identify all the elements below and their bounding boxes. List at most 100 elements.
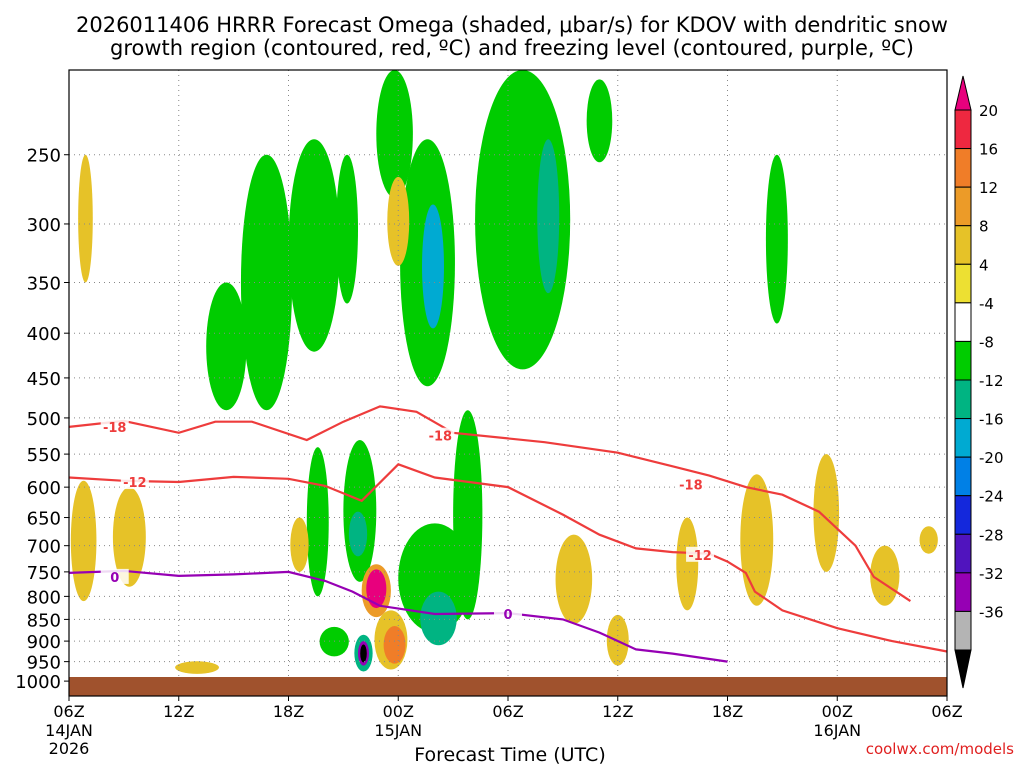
colorbar-label-1: 16 — [979, 141, 998, 159]
colorbar-swatch-7 — [954, 340, 972, 381]
y-tick-label-8: 650 — [27, 509, 61, 530]
colorbar-label-6: -8 — [979, 333, 994, 351]
omega-cell-10 — [765, 154, 788, 324]
x-tick-label-3: 00Z — [383, 702, 414, 721]
x-tick-sublabel-3-0: 15JAN — [374, 721, 422, 740]
omega-cell-24 — [383, 626, 406, 664]
contour-label-3: -12 — [123, 476, 147, 491]
x-tick-label-1: 12Z — [163, 702, 194, 721]
colorbar-swatch-3 — [954, 186, 972, 227]
colorbar-label-8: -16 — [979, 411, 1004, 429]
colorbar-label-2: 12 — [979, 179, 998, 197]
contour-label-1: -18 — [429, 430, 453, 445]
omega-cell-15 — [319, 626, 349, 657]
omega-cell-0 — [240, 154, 293, 411]
x-tick-label-8: 06Z — [931, 702, 962, 721]
omega-cell-8 — [537, 139, 560, 294]
omega-cell-20 — [360, 644, 367, 663]
colorbar: 20 16 12 8 4 -4 -8 -12 -16 -20 -24 -28 -32 -36 — [954, 75, 1004, 689]
omega-cell-36 — [919, 526, 938, 554]
contour--12-1 — [68, 463, 948, 653]
x-tick-sublabel-0-0: 14JAN — [45, 721, 93, 740]
contour-label-bg-0 — [100, 418, 129, 434]
y-axis: 2503003504004505005506006507007508008509… — [15, 146, 69, 693]
omega-cell-29 — [290, 517, 309, 572]
x-tick-label-0: 06Z — [53, 702, 84, 721]
temperature-contours: -18 -18 -18 -12 -12 0 0 — [68, 405, 948, 663]
colorbar-swatch-12 — [954, 533, 972, 574]
y-tick-label-11: 800 — [27, 587, 61, 608]
omega-cell-30 — [555, 534, 593, 624]
omega-cell-4 — [336, 154, 359, 304]
omega-cell-13 — [348, 511, 368, 557]
colorbar-label-7: -12 — [979, 372, 1004, 390]
colorbar-label-13: -36 — [979, 603, 1004, 621]
contour-label-bg-2 — [676, 476, 705, 492]
colorbar-swatch-4 — [954, 225, 972, 265]
omega-cell-17 — [420, 591, 457, 646]
colorbar-bottom-arrow — [954, 649, 972, 689]
colorbar-swatch-6 — [954, 302, 972, 342]
colorbar-swatch-8 — [954, 379, 972, 420]
y-tick-label-7: 600 — [27, 478, 61, 499]
omega-cell-1 — [206, 282, 247, 411]
y-tick-label-14: 950 — [27, 653, 61, 674]
contour-label-bg-3 — [120, 474, 149, 490]
x-tick-sublabel-0-1: 2026 — [49, 739, 90, 758]
colorbar-swatch-13 — [954, 572, 972, 612]
omega-cell-3 — [376, 70, 413, 198]
colorbar-swatch-2 — [954, 148, 972, 188]
colorbar-label-9: -20 — [979, 449, 1004, 467]
omega-cell-26 — [70, 480, 97, 602]
colorbar-swatch-10 — [954, 456, 972, 497]
colorbar-swatch-9 — [954, 418, 972, 458]
colorbar-label-0: 20 — [979, 102, 998, 120]
y-tick-label-0: 250 — [27, 146, 61, 167]
contour-0-2 — [68, 569, 728, 663]
y-tick-label-3: 400 — [27, 324, 61, 345]
plot-area: -18 -18 -18 -12 -12 0 0 — [68, 69, 948, 697]
omega-cell-28 — [112, 487, 146, 587]
omega-cell-12 — [343, 440, 377, 582]
contour-label-6: 0 — [503, 608, 512, 623]
contour-label-bg-4 — [686, 546, 715, 562]
contour-label-bg-6 — [494, 606, 522, 622]
contour-label-bg-5 — [100, 568, 129, 584]
omega-cell-33 — [740, 474, 774, 606]
chart-title-line1: 2026011406 HRRR Forecast Omega (shaded, … — [76, 13, 948, 37]
x-axis-label: Forecast Time (UTC) — [414, 744, 605, 766]
colorbar-swatch-14 — [954, 610, 972, 651]
omega-cell-34 — [813, 454, 840, 572]
omega-cell-22 — [366, 569, 387, 609]
contour-label-0: -18 — [103, 421, 127, 436]
y-tick-label-13: 900 — [27, 632, 61, 653]
y-tick-label-12: 850 — [27, 610, 61, 631]
omega-cell-27 — [78, 154, 93, 283]
x-tick-label-4: 06Z — [492, 702, 523, 721]
colorbar-label-3: 8 — [979, 218, 989, 236]
colorbar-label-5: -4 — [979, 295, 994, 313]
contour--18-0 — [68, 405, 912, 603]
y-tick-label-9: 700 — [27, 537, 61, 558]
y-tick-label-10: 750 — [27, 563, 61, 584]
colorbar-swatch-5 — [954, 263, 972, 304]
omega-cell-2 — [288, 139, 340, 352]
omega-cell-6 — [422, 204, 444, 329]
colorbar-label-11: -28 — [979, 526, 1004, 544]
y-tick-label-5: 500 — [27, 409, 61, 430]
colorbar-swatch-1 — [954, 109, 972, 150]
y-tick-label-2: 350 — [27, 273, 61, 294]
omega-cell-32 — [676, 517, 699, 611]
omega-cell-25 — [387, 176, 410, 266]
omega-cell-14 — [306, 447, 329, 597]
ground-terrain — [69, 677, 947, 696]
x-tick-sublabel-7-0: 16JAN — [813, 721, 861, 740]
contour-label-5: 0 — [110, 571, 119, 586]
y-tick-label-6: 550 — [27, 445, 61, 466]
contour-label-bg-1 — [426, 427, 455, 443]
x-tick-label-2: 18Z — [273, 702, 304, 721]
colorbar-top-arrow — [954, 75, 972, 111]
contour-label-2: -18 — [679, 479, 703, 494]
